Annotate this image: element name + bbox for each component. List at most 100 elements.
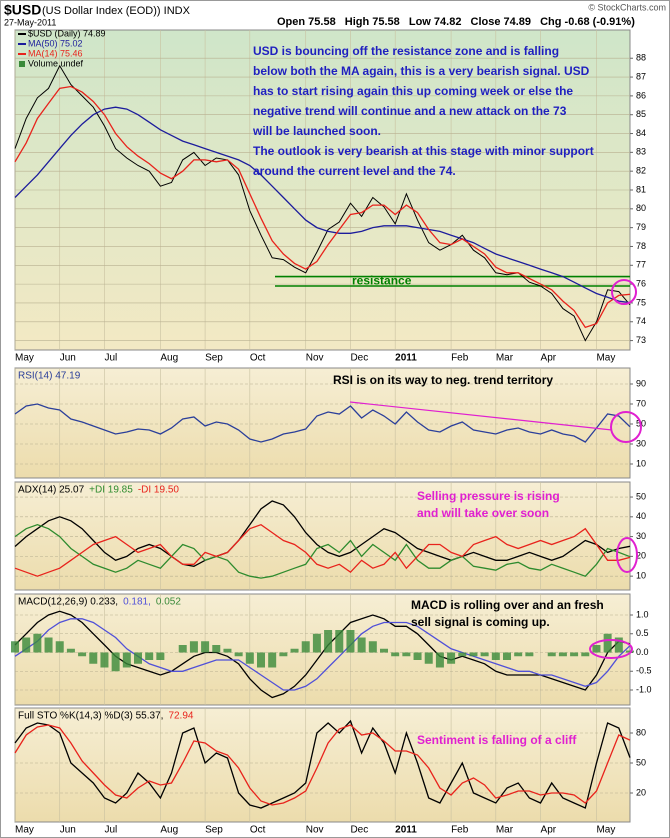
legend-label: +DI 19.85 [89,485,133,496]
histogram-bar [402,652,411,657]
y-tick-label: 50 [636,491,646,501]
highlight-circle [589,639,633,659]
histogram-bar [22,637,31,653]
y-tick-label: 78 [636,241,646,251]
x-tick-label: Aug [160,825,178,836]
series-line [14,500,631,567]
x-tick-label: 2011 [395,353,417,364]
annotation: RSI is on its way to neg. trend territor… [333,373,553,387]
histogram-bar [380,648,388,653]
histogram-bar [491,652,500,660]
histogram-bar [212,645,221,653]
histogram-bar [268,652,277,668]
y-tick-label: 10 [636,458,646,468]
histogram-bar [525,652,534,657]
histogram-bar [324,630,333,653]
x-tick-label: Apr [541,825,557,836]
histogram-bar [156,652,165,660]
y-tick-label: -0.5 [636,666,652,676]
histogram-bar [368,641,377,653]
histogram-bar [447,652,456,664]
histogram-bar [290,648,299,653]
histogram-bar [11,641,19,653]
x-tick-label: May [15,825,34,836]
histogram-bar [279,652,288,657]
y-tick-label: 85 [636,109,646,119]
histogram-bar [391,652,400,657]
histogram-bar [312,633,321,653]
histogram-bar [435,652,444,668]
histogram-bar [603,633,612,653]
annotation: below both the MA again, this is a very … [253,64,590,78]
y-tick-label: 83 [636,147,646,157]
y-tick-label: 79 [636,222,646,232]
y-tick-label: 0.0 [636,647,649,657]
y-tick-label: 20 [636,787,646,797]
histogram-bar [122,652,131,668]
panel-background [14,593,631,706]
legend-label: $USD (Daily) 74.89 [28,28,106,38]
x-tick-label: May [15,353,34,364]
histogram-bar [458,652,467,657]
y-tick-label: 75 [636,297,646,307]
y-tick-label: 1.0 [636,609,649,619]
x-tick-label: Jul [104,353,117,364]
histogram-bar [201,641,210,653]
x-tick-label: Sep [205,825,223,836]
x-tick-label: 2011 [395,825,417,836]
panel-background [14,707,631,823]
y-tick-label: 80 [636,203,646,213]
histogram-bar [66,648,75,653]
histogram-bar [178,645,187,653]
y-tick-label: 81 [636,184,646,194]
instrument-name: (US Dollar Index (EOD)) INDX [42,5,191,17]
y-tick-label: -1.0 [636,684,652,694]
resistance-label: resistance [352,273,412,287]
annotation: The outlook is very bearish at this stag… [253,144,594,158]
y-tick-label: 20 [636,551,646,561]
highlight-circle [610,411,642,443]
histogram-bar [424,652,433,664]
histogram-bar [145,652,154,660]
y-tick-label: 10 [636,571,646,581]
histogram-bar [301,641,310,653]
x-tick-label: Aug [160,353,178,364]
trend-line [349,401,613,431]
highlight-circle [616,537,638,573]
legend-label: ADX(14) 25.07 [18,485,85,496]
histogram-bar [55,641,64,653]
y-tick-label: 80 [636,727,646,737]
x-tick-label: Feb [451,353,469,364]
quote: Open 75.58 High 75.58 Low 74.82 Close 74… [277,16,635,28]
histogram-bar [357,637,366,653]
x-tick-label: Apr [541,353,557,364]
credit: © StockCharts.com [588,2,666,12]
series-line [14,724,631,806]
y-tick-label: 84 [636,128,646,138]
annotation: sell signal is coming up. [411,615,550,629]
annotation: USD is bouncing off the resistance zone … [253,44,559,58]
legend-label: 0.181, [123,597,151,608]
legend-label: -DI 19.50 [138,485,180,496]
y-tick-label: 77 [636,260,646,270]
series-line [14,524,631,579]
x-tick-label: Jun [60,353,76,364]
annotation: has to start rising again this up coming… [253,84,573,98]
x-tick-label: Nov [306,825,324,836]
histogram-bar [514,652,523,657]
x-tick-label: Mar [496,353,514,364]
quote-open: Open 75.58 [277,16,336,28]
x-tick-label: Oct [250,825,266,836]
histogram-bar [134,652,142,664]
x-tick-label: May [596,353,615,364]
annotation: around the current level and the 74. [253,164,456,178]
y-tick-label: 86 [636,90,646,100]
histogram-bar [346,630,355,653]
x-tick-label: Feb [451,825,469,836]
series-line [14,403,631,443]
series-line [14,64,631,342]
annotation: negative trend will continue and a new a… [253,104,567,118]
histogram-bar [503,652,511,660]
x-tick-label: Oct [250,353,266,364]
y-tick-label: 90 [636,378,646,388]
